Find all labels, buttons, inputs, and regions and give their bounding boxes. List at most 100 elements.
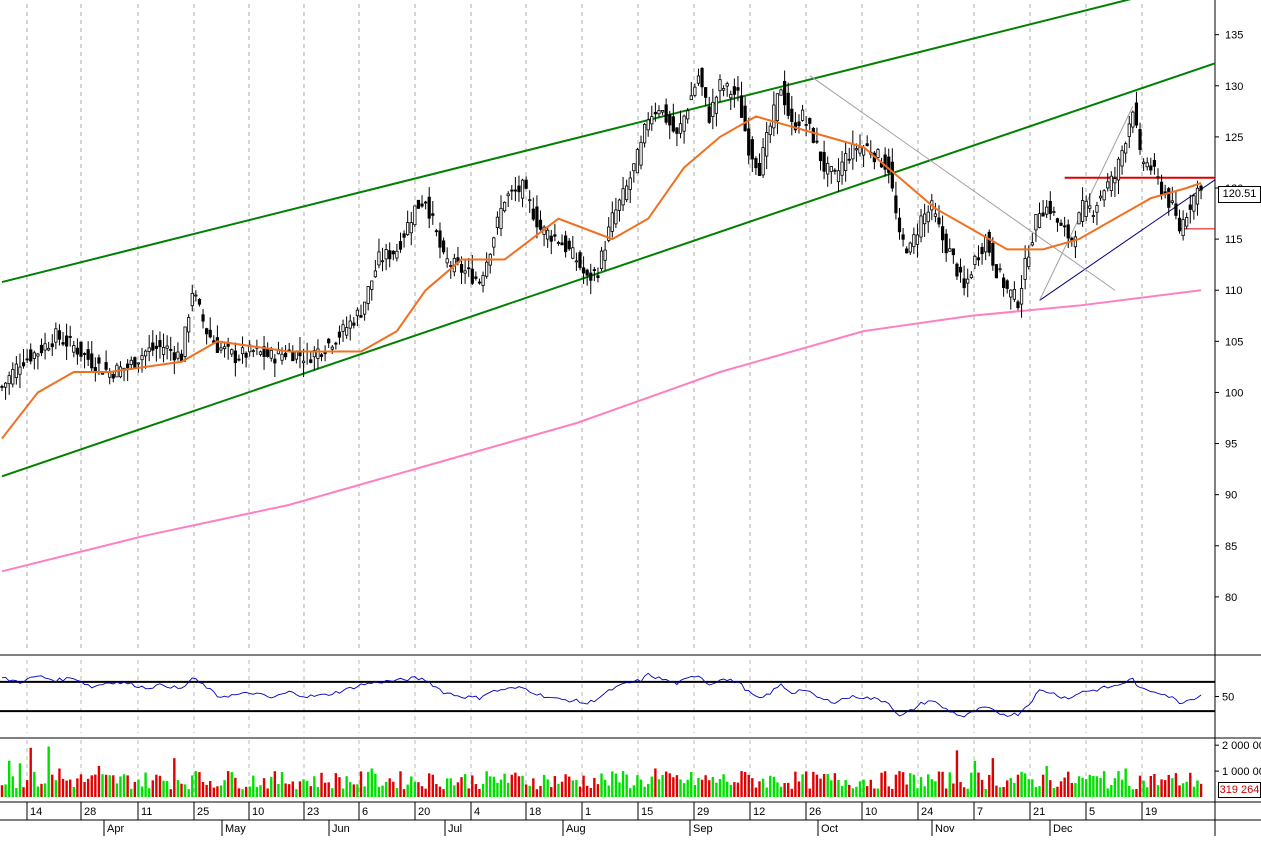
volume-bar (234, 777, 237, 797)
volume-bar (33, 771, 36, 797)
candle-body (355, 309, 360, 317)
candle-body (851, 143, 855, 160)
candle-body (815, 140, 819, 143)
candle-body (578, 252, 582, 268)
volume-bar (449, 778, 452, 797)
volume-bar (1153, 774, 1156, 797)
volume-bar (90, 775, 93, 797)
candle-body (309, 359, 313, 363)
month-label: Apr (107, 823, 124, 835)
candle-body (1030, 242, 1034, 246)
candle-body (675, 127, 679, 134)
candle-body (1077, 212, 1081, 225)
volume-bar (147, 788, 151, 797)
volume-bar (833, 773, 837, 797)
volume-bar (1189, 772, 1192, 797)
volume-bar (801, 774, 804, 797)
candle-body (517, 185, 521, 193)
candle-body (585, 269, 589, 276)
candle-body (1156, 176, 1160, 179)
candle-body (118, 366, 123, 378)
volume-bar (162, 780, 165, 797)
volume-bar (144, 772, 147, 797)
volume-bar (313, 776, 316, 797)
volume-bar (435, 783, 438, 797)
volume-bar (1063, 777, 1066, 797)
candle-body (11, 369, 15, 385)
candle-body (560, 242, 564, 246)
volume-bar (1049, 780, 1052, 797)
volume-bar (589, 788, 592, 797)
slow-ma-line (1, 289, 1202, 573)
volume-bar (119, 776, 122, 797)
candle-body (919, 215, 923, 238)
volume-bar (392, 781, 395, 797)
candle-body (1106, 181, 1110, 189)
candle-body (664, 104, 668, 123)
candle-body (1174, 203, 1178, 216)
volume-bar (413, 781, 417, 797)
volume-bar (1074, 783, 1077, 797)
trendlines (1, 0, 1216, 478)
volume-bar (596, 784, 600, 797)
volume-bar (1124, 768, 1127, 797)
volume-bar (1149, 775, 1152, 797)
candle-body (1023, 257, 1027, 280)
volume-bar (1178, 785, 1181, 797)
candle-body (100, 372, 105, 375)
volume-bar (1135, 788, 1138, 797)
candle-body (984, 237, 988, 253)
candle-body (194, 294, 198, 297)
candle-body (660, 110, 665, 113)
volume-bar (524, 784, 528, 797)
volume-bar (693, 784, 697, 797)
candle-body (230, 349, 234, 355)
candle-body (1066, 224, 1070, 239)
day-label: 10 (865, 806, 877, 818)
candle-body (840, 161, 844, 176)
candle-body (510, 189, 514, 192)
volume-bar (553, 776, 557, 797)
volume-bar (445, 778, 449, 797)
candle-body (829, 166, 833, 172)
volume-bar (977, 772, 980, 797)
candle-body (682, 115, 686, 132)
candle-body (485, 261, 489, 277)
volume-bar (226, 771, 230, 797)
candle-body (589, 272, 593, 281)
volume-bar (1041, 774, 1045, 797)
volume-bar (682, 783, 686, 797)
candle-body (29, 349, 33, 362)
month-label: Jul (448, 823, 462, 835)
candle-body (790, 108, 794, 123)
volume-bar (1192, 786, 1196, 797)
candle-body (323, 352, 327, 355)
trendline (1, 62, 1216, 478)
candle-body (800, 109, 805, 121)
volume-bar (1113, 778, 1117, 797)
candle-body (592, 269, 596, 271)
volume-bar (291, 781, 294, 797)
volume-bar (255, 786, 259, 797)
day-label: 10 (252, 806, 264, 818)
candle-body (632, 163, 636, 172)
candle-body (772, 104, 776, 129)
volume-bar (219, 785, 223, 797)
volume-bar (869, 779, 872, 797)
candle-body (54, 328, 58, 343)
candle-body (739, 95, 744, 118)
volume-bar (395, 788, 399, 797)
volume-bar (69, 779, 72, 797)
volume-bar (198, 772, 201, 797)
volume-bar (912, 774, 916, 797)
volume-bar (643, 786, 646, 797)
volume-bar (438, 786, 442, 797)
volume-bar (0, 785, 4, 797)
volume-bar (230, 772, 233, 797)
candle-body (251, 350, 255, 353)
candle-body (628, 177, 632, 190)
volume-bar (140, 786, 144, 797)
volume-bar (944, 788, 948, 797)
volume-bar (761, 778, 765, 797)
last-price-badge: 120.51 (1218, 186, 1261, 203)
